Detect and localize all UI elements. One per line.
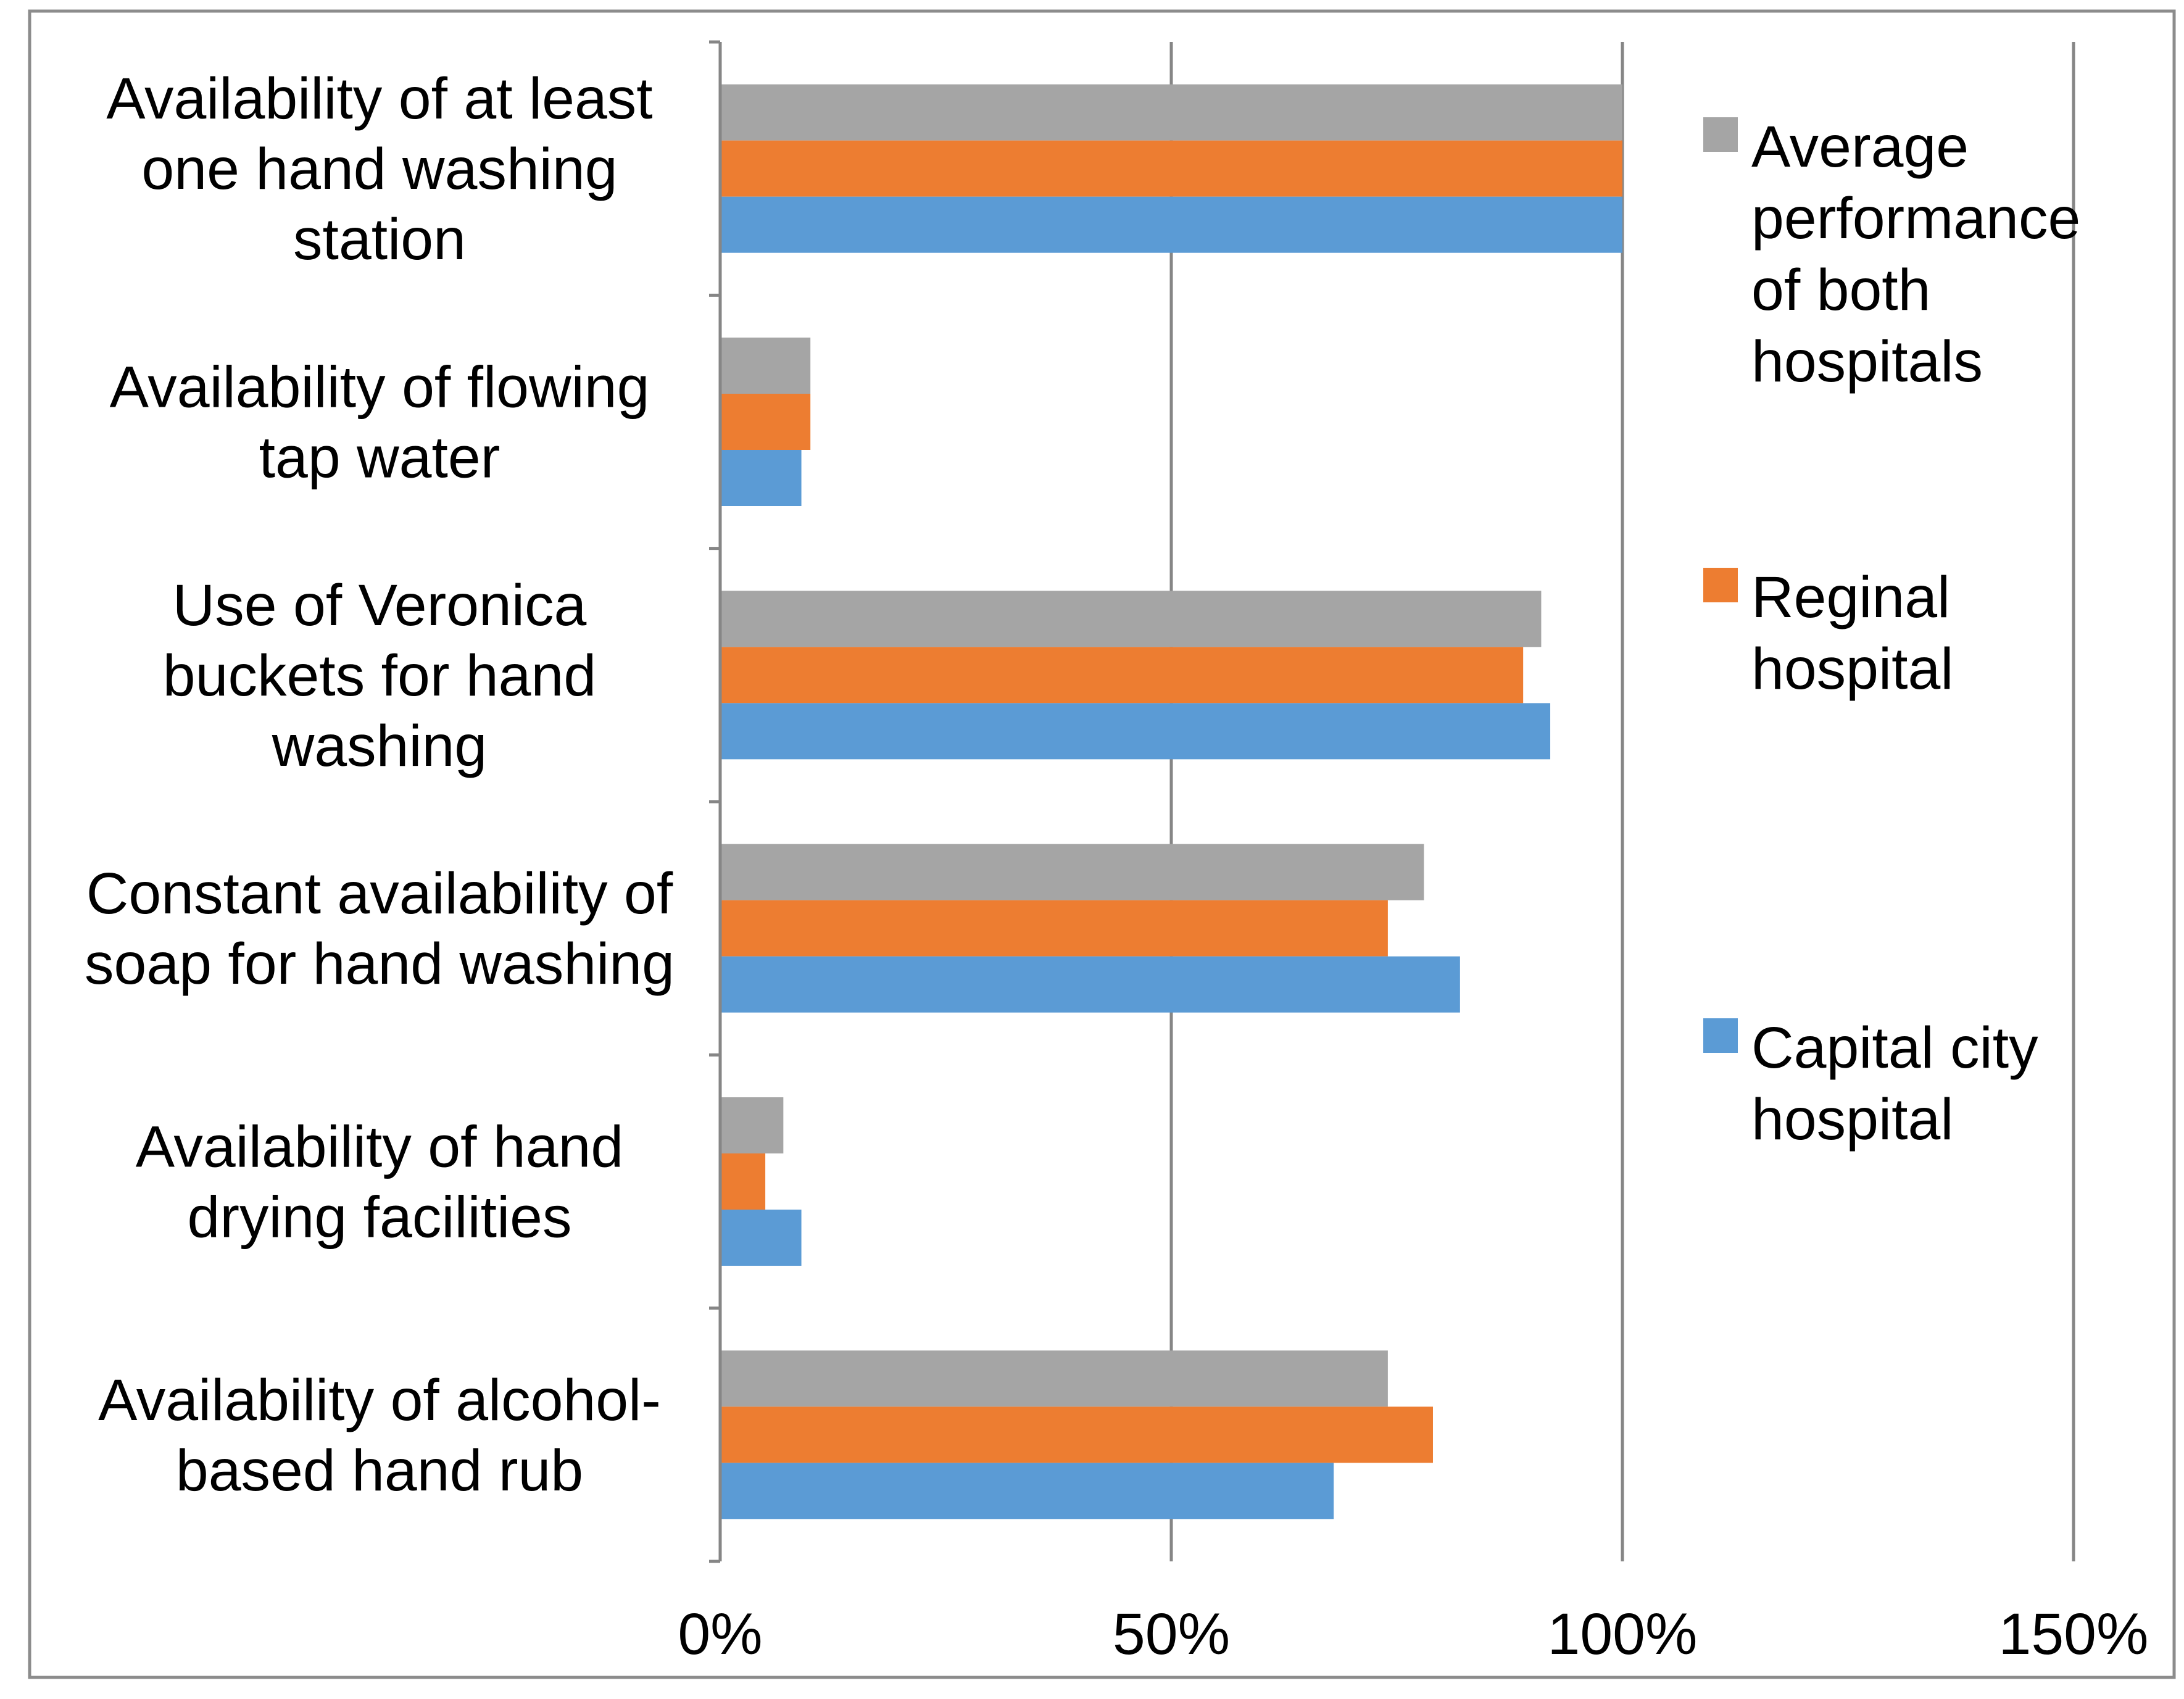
legend-swatch-0 (1703, 117, 1738, 152)
category-label-0: Availability of at least one hand washing… (106, 66, 652, 272)
category-label-3: Constant availability of soap for hand wa… (85, 861, 675, 997)
legend-swatch-2 (1703, 1018, 1738, 1053)
legend-label-0: Average performance of both hospitals (1751, 114, 2080, 394)
gridlines (1169, 42, 2075, 1561)
bar-cat3-series1 (720, 900, 1388, 957)
x-tick-label-3: 150% (1999, 1601, 2149, 1667)
category-label-2: Use of Veronica buckets for hand washing (163, 573, 596, 779)
bar-cat1-series1 (720, 394, 811, 450)
bar-cat3-series0 (720, 844, 1424, 900)
bar-cat5-series0 (720, 1350, 1388, 1407)
bar-cat0-series1 (720, 140, 1622, 197)
bar-cat2-series0 (720, 591, 1542, 647)
bar-cat4-series1 (720, 1153, 766, 1210)
category-label-1: Availability of flowing tap water (110, 355, 650, 491)
legend-label-2: Capital city hospital (1751, 1015, 2038, 1152)
bar-cat2-series1 (720, 647, 1524, 704)
bar-cat2-series2 (720, 703, 1551, 760)
bar-cat1-series2 (720, 450, 802, 506)
x-tick-labels: 0% 50% 100% 150% (678, 1601, 2148, 1667)
legend-label-1: Reginal hospital (1751, 565, 1953, 702)
bar-cat4-series2 (720, 1210, 802, 1266)
x-tick-label-0: 0% (678, 1601, 762, 1667)
x-tick-label-1: 50% (1113, 1601, 1230, 1667)
bar-cat1-series0 (720, 338, 811, 394)
bar-cat3-series2 (720, 956, 1460, 1013)
bar-cat4-series0 (720, 1097, 784, 1153)
x-tick-label-2: 100% (1548, 1601, 1698, 1667)
category-label-4: Availability of hand drying facilities (136, 1115, 623, 1250)
category-label-5: Availability of alcohol-based hand rub (98, 1368, 661, 1503)
legend-swatch-1 (1703, 568, 1738, 602)
y-axis (709, 40, 722, 1563)
bars (720, 84, 1622, 1519)
bar-cat0-series2 (720, 196, 1622, 253)
bar-cat5-series1 (720, 1406, 1433, 1463)
category-labels: Availability of at least one hand washing… (85, 66, 675, 1503)
bar-cat5-series2 (720, 1463, 1334, 1519)
bar-cat0-series0 (720, 84, 1622, 141)
legend: Average performance of both hospitals Regina… (1703, 114, 2080, 1152)
